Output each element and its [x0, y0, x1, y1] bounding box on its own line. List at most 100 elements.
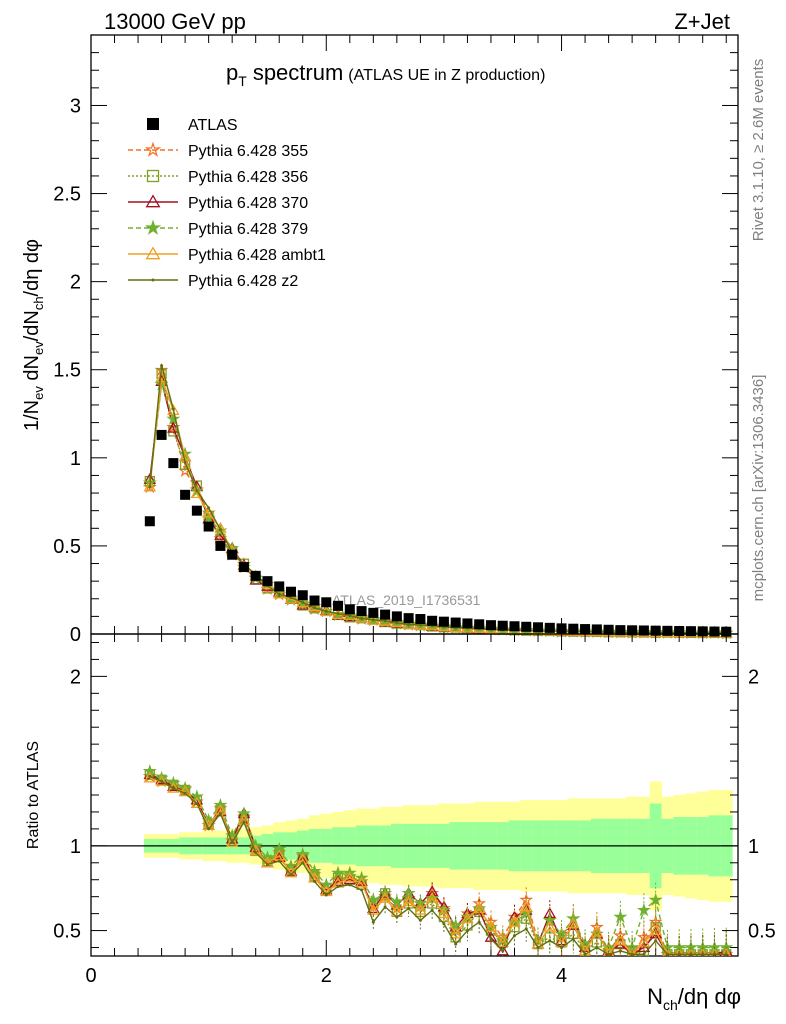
atlas-data-point: [591, 624, 602, 635]
ratio-series-marker: [371, 920, 375, 924]
main-series-marker: [166, 411, 181, 425]
ratio-series-marker: [277, 859, 281, 863]
ratio-series-marker: [366, 892, 381, 907]
atlas-data-point: [462, 618, 473, 629]
atlas-data-point: [721, 626, 732, 637]
ratio-series-marker: [378, 891, 392, 903]
ratio-series-marker: [331, 865, 346, 879]
ratio-series-marker: [501, 949, 505, 953]
ratio-series-marker: [536, 946, 540, 950]
main-series-marker: [336, 612, 340, 616]
x-tick-label: 2: [321, 965, 332, 987]
ratio-series-marker: [207, 827, 211, 831]
main-series-marker: [348, 614, 352, 618]
ratio-series-marker: [237, 813, 251, 825]
ratio-series-marker: [401, 885, 416, 900]
ratio-series-marker: [355, 876, 368, 888]
atlas-data-point: [333, 600, 344, 611]
ratio-series-marker: [689, 952, 693, 956]
ratio-series-marker: [618, 949, 622, 953]
atlas-data-point: [391, 611, 402, 622]
ratio-series-marker: [160, 779, 164, 783]
ratio-series-marker: [665, 952, 669, 956]
ratio-series-marker: [602, 946, 615, 956]
ratio-series-marker: [560, 946, 564, 950]
atlas-data-point: [380, 609, 391, 620]
main-series-marker: [360, 616, 364, 620]
ratio-series-marker: [336, 885, 340, 889]
ratio-series-marker: [524, 927, 528, 931]
main-series-marker: [171, 407, 175, 411]
main-y-tick-label: 0: [70, 624, 81, 646]
ratio-series-marker: [648, 892, 663, 907]
ratio-series-marker: [712, 952, 716, 956]
ratio-series-marker: [183, 791, 187, 795]
legend-marker: [145, 246, 161, 260]
main-y-tick-label: 1.5: [53, 360, 81, 382]
atlas-data-point: [603, 624, 614, 635]
ratio-series-marker: [654, 939, 658, 943]
ratio-series-marker: [254, 851, 258, 855]
ratio-series-marker: [543, 920, 557, 932]
analysis-watermark: ATLAS_2019_I1736531: [332, 592, 481, 608]
main-series-marker: [383, 619, 387, 623]
ratio-series-marker: [230, 840, 234, 844]
main-y-tick-label: 2.5: [53, 184, 81, 206]
atlas-data-point: [356, 606, 367, 617]
main-series-marker: [195, 489, 199, 493]
ratio-series-marker: [449, 927, 462, 939]
atlas-data-point: [674, 626, 685, 637]
legend-entry-label: Pythia 6.428 379: [188, 221, 308, 238]
legend: ATLAS Pythia 6.428 355 Pythia 6.428 356 Pyt…: [128, 117, 326, 290]
ratio-series-marker: [324, 893, 328, 897]
ratio-series-marker: [548, 939, 552, 943]
legend-entry-label: Pythia 6.428 356: [188, 169, 308, 186]
ratio-y-axis-label: Ratio to ATLAS: [25, 741, 42, 849]
ratio-series-marker: [649, 924, 662, 936]
atlas-data-point: [450, 617, 461, 628]
atlas-data-point: [556, 623, 567, 634]
ratio-series-marker: [508, 915, 521, 927]
ratio-series-marker: [367, 903, 380, 915]
ratio-series-marker: [519, 900, 533, 912]
header-process-label: Z+Jet: [674, 9, 730, 34]
atlas-data-point: [521, 621, 532, 632]
legend-entry-label: Pythia 6.428 355: [188, 143, 308, 160]
ratio-series-marker: [567, 917, 580, 929]
main-series-marker: [214, 521, 227, 533]
main-series-marker: [277, 592, 281, 596]
ratio-series-marker: [477, 920, 481, 924]
ratio-y-tick-label-right: 0.5: [748, 921, 776, 943]
ratio-series-marker: [360, 888, 364, 892]
main-y-tick-label: 1: [70, 448, 81, 470]
ratio-series-marker: [583, 952, 587, 956]
ratio-series-marker: [167, 781, 180, 793]
main-series-marker: [301, 600, 305, 604]
atlas-data-point: [238, 562, 249, 573]
atlas-data-point: [638, 625, 649, 636]
main-series-marker: [395, 621, 399, 625]
ratio-series-marker: [595, 946, 599, 950]
atlas-data-point: [438, 616, 449, 627]
atlas-data-point: [615, 625, 626, 636]
atlas-data-point: [427, 615, 438, 626]
atlas-data-point: [191, 505, 202, 516]
rivet-version-label: Rivet 3.1.10, ≥ 2.6M events: [750, 59, 767, 242]
x-tick-label: 4: [556, 965, 567, 987]
atlas-data-point: [568, 623, 579, 634]
atlas-data-point: [509, 621, 520, 632]
ratio-series-marker: [465, 929, 469, 933]
ratio-series-marker: [590, 925, 604, 937]
ratio-series-marker: [642, 952, 646, 956]
ratio-series-marker: [571, 937, 575, 941]
main-series-marker: [272, 587, 286, 599]
main-series-marker: [324, 609, 328, 613]
legend-entry-label: ATLAS: [188, 117, 238, 134]
ratio-series-marker: [343, 871, 357, 883]
legend-entry-label: Pythia 6.428 ambt1: [188, 247, 326, 264]
main-title: pT spectrum (ATLAS UE in Z production): [226, 60, 545, 89]
atlas-data-point: [580, 624, 591, 635]
main-panel: 0 0.5 1 1.5 2 2.5 3: [53, 34, 739, 646]
ratio-series-marker: [313, 879, 317, 883]
ratio-series-marker: [489, 937, 493, 941]
